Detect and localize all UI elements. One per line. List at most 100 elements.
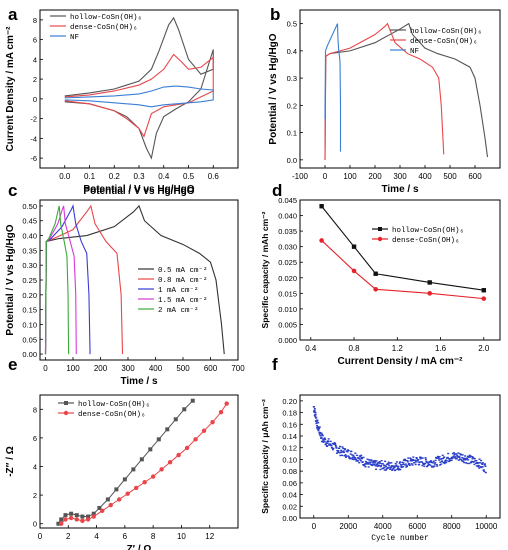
y-tick-label: 0.030 bbox=[278, 243, 297, 252]
x-axis-label: Z′ / Ω bbox=[127, 544, 152, 550]
data-point bbox=[457, 452, 460, 454]
series-line bbox=[57, 400, 194, 524]
y-tick-label: 0.045 bbox=[278, 196, 297, 205]
data-point bbox=[344, 456, 347, 458]
data-point bbox=[375, 468, 378, 470]
data-point bbox=[362, 456, 365, 459]
panel-letter-b: b bbox=[270, 5, 280, 24]
data-point bbox=[418, 463, 421, 466]
series-line bbox=[64, 16, 214, 160]
data-point bbox=[361, 461, 364, 463]
data-point bbox=[148, 447, 153, 452]
x-tick-label: 10000 bbox=[475, 522, 498, 531]
data-point bbox=[432, 460, 435, 462]
data-point bbox=[397, 467, 400, 469]
y-axis-label: Specific capacity / mAh cm⁻² bbox=[260, 211, 270, 328]
data-point bbox=[150, 474, 156, 479]
x-tick-label: 100 bbox=[343, 172, 357, 181]
data-point bbox=[476, 462, 479, 464]
data-point bbox=[346, 451, 349, 453]
data-point bbox=[117, 497, 122, 502]
data-point bbox=[404, 458, 407, 461]
data-point bbox=[461, 454, 464, 456]
y-tick-label: 0.45 bbox=[22, 217, 37, 226]
x-tick-label: 1.6 bbox=[435, 344, 447, 353]
data-point bbox=[478, 462, 481, 464]
data-point bbox=[324, 443, 327, 445]
data-point bbox=[455, 453, 458, 455]
data-point bbox=[360, 456, 363, 459]
data-point bbox=[406, 459, 409, 462]
data-point bbox=[460, 460, 463, 462]
data-point bbox=[383, 466, 386, 468]
data-point bbox=[405, 466, 408, 468]
y-tick-label: 0.06 bbox=[282, 479, 297, 488]
data-point bbox=[475, 460, 478, 462]
data-point bbox=[471, 458, 474, 460]
data-point bbox=[318, 427, 321, 429]
data-point bbox=[338, 447, 341, 449]
x-tick-label: 0.3 bbox=[133, 172, 145, 181]
data-point bbox=[370, 463, 373, 466]
data-point bbox=[350, 457, 353, 459]
data-point bbox=[357, 457, 360, 459]
data-point bbox=[411, 464, 414, 466]
data-point bbox=[376, 465, 379, 468]
data-point bbox=[316, 419, 319, 422]
data-point bbox=[314, 414, 317, 416]
data-point bbox=[434, 459, 437, 462]
data-point bbox=[342, 447, 345, 450]
legend-label: dense-CoSn(OH)₆ bbox=[392, 237, 460, 245]
data-point bbox=[395, 461, 398, 463]
data-point bbox=[391, 469, 394, 471]
data-point bbox=[430, 465, 433, 467]
data-point bbox=[373, 459, 376, 462]
data-point bbox=[360, 457, 363, 460]
data-point bbox=[114, 487, 119, 492]
data-point bbox=[74, 513, 79, 518]
data-point bbox=[421, 464, 424, 467]
data-point bbox=[379, 468, 382, 471]
data-point bbox=[435, 463, 438, 466]
x-tick-label: 2 bbox=[66, 532, 71, 541]
data-point bbox=[190, 398, 195, 403]
data-point bbox=[476, 462, 479, 465]
data-point bbox=[480, 466, 483, 469]
data-point bbox=[394, 462, 397, 465]
data-point bbox=[406, 461, 409, 463]
x-tick-label: 100 bbox=[66, 364, 80, 373]
data-point bbox=[312, 406, 315, 408]
x-tick-label: 1.2 bbox=[392, 344, 404, 353]
data-point bbox=[334, 443, 337, 446]
y-tick-label: 4 bbox=[33, 463, 37, 472]
data-point bbox=[418, 461, 421, 463]
data-point bbox=[412, 459, 415, 461]
data-point bbox=[441, 454, 444, 457]
data-point bbox=[351, 454, 354, 456]
data-point bbox=[473, 463, 476, 466]
data-point bbox=[381, 462, 384, 465]
data-point bbox=[466, 462, 469, 465]
data-point bbox=[353, 456, 356, 458]
data-point bbox=[365, 463, 368, 465]
data-point bbox=[359, 458, 362, 460]
data-point bbox=[388, 462, 391, 464]
data-point bbox=[351, 458, 354, 460]
data-point bbox=[142, 480, 147, 485]
data-point bbox=[483, 464, 486, 466]
panel-letter-f: f bbox=[272, 355, 278, 374]
data-point bbox=[451, 457, 454, 459]
data-point bbox=[384, 469, 387, 471]
series-line bbox=[44, 204, 91, 355]
data-point bbox=[125, 491, 130, 496]
data-point bbox=[408, 464, 411, 467]
data-point bbox=[413, 461, 416, 464]
data-point bbox=[408, 463, 411, 465]
x-tick-label: 200 bbox=[368, 172, 382, 181]
data-point bbox=[484, 463, 487, 465]
data-point bbox=[431, 462, 434, 464]
data-point bbox=[348, 457, 351, 459]
panel-e: e 0 2 4 6 8 10 12 0 2 4 6 8 Z′ / Ω -Z″ / Ω hollow-CoSn(… bbox=[5, 355, 239, 550]
data-point bbox=[351, 456, 354, 458]
